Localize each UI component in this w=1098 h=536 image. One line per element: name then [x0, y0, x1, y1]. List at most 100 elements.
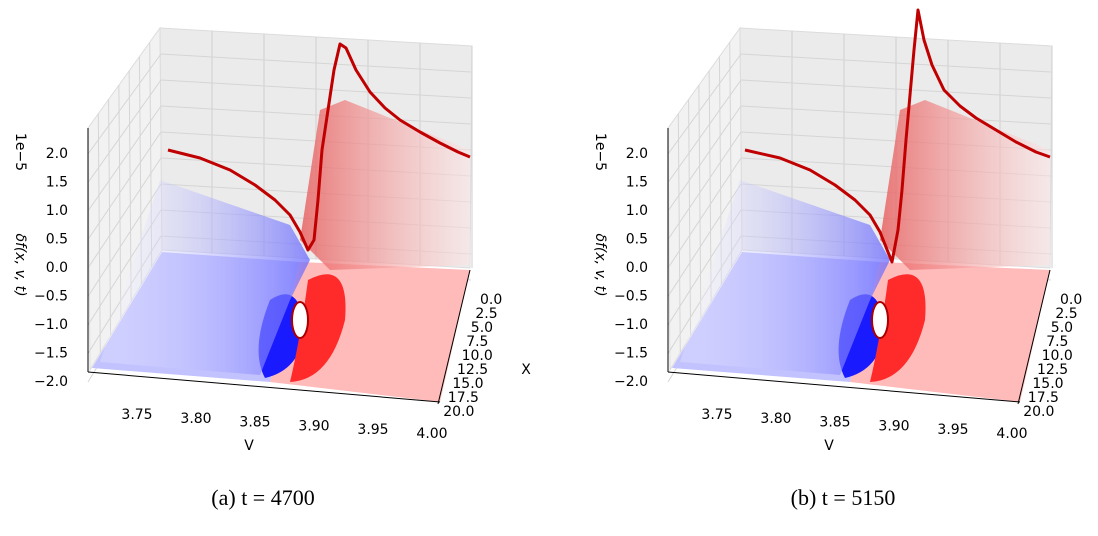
pane-grid	[677, 113, 681, 353]
z-tick-label: 0.0	[46, 260, 68, 276]
pane-grid	[667, 131, 742, 240]
z-tick-label: 2.0	[46, 146, 68, 162]
curve	[744, 8, 1051, 264]
pane-grid	[740, 53, 1052, 73]
z-tick-label: 1.0	[626, 203, 648, 219]
pane-grid	[160, 105, 472, 125]
pane-grid	[87, 53, 162, 155]
x-tick-label: 12.5	[1037, 362, 1068, 378]
v-tick-label: 3.80	[180, 411, 211, 427]
pane-grid	[118, 85, 122, 319]
floor-blob	[870, 274, 926, 382]
z-tick-label: −2.0	[34, 374, 68, 390]
z-label: δf(x, v, t)	[592, 233, 608, 296]
x-tick-label: 15.0	[1032, 376, 1063, 392]
curve	[167, 42, 471, 252]
pane-grid	[740, 105, 1052, 125]
v-tick-label: 3.85	[819, 415, 850, 431]
x-tick-label: 12.5	[457, 362, 488, 378]
pane-grid	[87, 157, 162, 269]
pane-grid	[128, 70, 132, 302]
x-tick-label: 2.5	[475, 306, 497, 322]
pane-grid	[708, 70, 712, 302]
v-tick-label: 3.95	[937, 422, 968, 438]
x-tick-label: 20.0	[1023, 404, 1054, 420]
caption: (b) t = 5150	[791, 485, 896, 510]
surface-blue	[100, 180, 310, 375]
pane-grid	[160, 79, 472, 99]
pane-grid	[667, 183, 742, 297]
v-tick-label: 3.75	[121, 407, 152, 423]
x-tick-label: 7.5	[466, 334, 488, 350]
pane-grid	[688, 99, 692, 336]
floor-core	[291, 301, 309, 339]
v-tick-label: 3.80	[760, 411, 791, 427]
surface-blue	[680, 180, 890, 375]
x-axis	[437, 269, 471, 405]
x-tick-label: 5.0	[471, 320, 493, 336]
x-tick-label: 5.0	[1051, 320, 1073, 336]
pane-grid	[97, 113, 101, 353]
floor-blob	[290, 274, 346, 382]
v-axis	[87, 371, 441, 403]
v-label: V	[244, 438, 254, 454]
z-tick-label: −1.0	[34, 317, 68, 333]
pane-grid	[87, 79, 162, 183]
x-axis	[1017, 269, 1051, 405]
z-tick-label: −2.0	[614, 374, 648, 390]
pane-grid	[740, 79, 1052, 99]
z-tick-label: 0.5	[626, 232, 648, 248]
surface-red	[880, 100, 1050, 270]
x-label: X	[521, 362, 531, 378]
x-tick-label: 17.5	[448, 390, 479, 406]
surface-red	[300, 100, 470, 270]
pane-grid	[667, 79, 742, 183]
v-tick-label: 4.00	[996, 426, 1027, 442]
z-label: δf(x, v, t)	[12, 233, 28, 296]
x-tick-label: 20.0	[443, 404, 474, 420]
pane-grid	[108, 99, 112, 336]
x-tick-label: 2.5	[1055, 306, 1077, 322]
pane-grid	[87, 183, 162, 297]
x-tick-label: 7.5	[1046, 334, 1068, 350]
pane-grid	[160, 53, 472, 73]
x-tick-label: 0.0	[1060, 292, 1082, 308]
z-tick-label: 1.5	[626, 175, 648, 191]
v-tick-label: 4.00	[416, 426, 447, 442]
pane-grid	[667, 105, 742, 212]
z-tick-label: −1.5	[34, 346, 68, 362]
v-tick-label: 3.95	[357, 422, 388, 438]
z-offset: 1e−5	[12, 133, 28, 171]
caption: (a) t = 4700	[211, 485, 314, 510]
v-tick-label: 3.85	[239, 415, 270, 431]
x-tick-label: 10.0	[1042, 348, 1073, 364]
pane-grid	[667, 53, 742, 155]
z-tick-label: 1.5	[46, 175, 68, 191]
z-tick-label: −0.5	[34, 289, 68, 305]
v-label: V	[824, 438, 834, 454]
v-tick-label: 3.75	[701, 407, 732, 423]
z-tick-label: 0.0	[626, 260, 648, 276]
pane-grid	[698, 85, 702, 319]
pane-grid	[667, 157, 742, 269]
floor-core	[871, 301, 889, 339]
v-tick-label: 3.90	[298, 418, 329, 434]
pane-grid	[87, 105, 162, 212]
z-tick-label: 2.0	[626, 146, 648, 162]
panel: 2.0 1.5 1.0 0.5 0.0 −0.5 −1.0 −1.5 −2.0 1e−5 δf(x,…	[592, 8, 1082, 510]
z-offset: 1e−5	[592, 133, 608, 171]
z-tick-label: −1.5	[614, 346, 648, 362]
panel: 2.0 1.5 1.0 0.5 0.0 −0.5 −1.0 −1.5 −2.0 1e−5 δf(x,…	[12, 26, 531, 510]
z-tick-label: −1.0	[614, 317, 648, 333]
x-tick-label: 17.5	[1028, 390, 1059, 406]
z-tick-label: 1.0	[46, 203, 68, 219]
pane-grid	[87, 131, 162, 240]
z-tick-label: −0.5	[614, 289, 648, 305]
z-tick-label: 0.5	[46, 232, 68, 248]
v-axis	[667, 371, 1021, 403]
v-tick-label: 3.90	[878, 418, 909, 434]
x-tick-label: 0.0	[480, 292, 502, 308]
x-tick-label: 15.0	[452, 376, 483, 392]
x-tick-label: 10.0	[462, 348, 493, 364]
